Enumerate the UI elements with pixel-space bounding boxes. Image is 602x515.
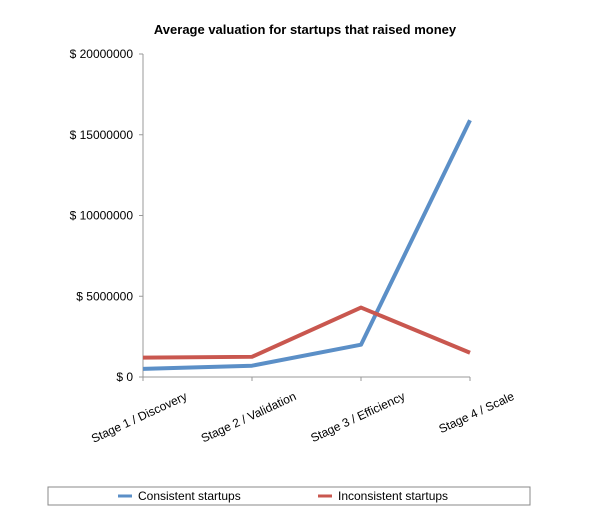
- x-tick-label: Stage 4 / Scale: [437, 389, 517, 436]
- x-tick-label: Stage 3 / Efficiency: [308, 389, 407, 445]
- y-tick-label: $ 20000000: [70, 47, 134, 61]
- series-line: [142, 119, 472, 371]
- y-tick-label: $ 0: [116, 370, 133, 384]
- series-line: [142, 305, 471, 360]
- y-tick-label: $ 10000000: [70, 209, 134, 223]
- legend-label: Consistent startups: [138, 489, 241, 503]
- x-tick-label: Stage 2 / Validation: [199, 389, 298, 445]
- y-tick-label: $ 5000000: [76, 289, 133, 303]
- x-tick-label: Stage 1 / Discovery: [89, 389, 189, 446]
- legend-label: Inconsistent startups: [338, 489, 448, 503]
- chart-title: Average valuation for startups that rais…: [154, 22, 457, 37]
- y-tick-label: $ 15000000: [70, 128, 134, 142]
- legend-box: [47, 486, 531, 506]
